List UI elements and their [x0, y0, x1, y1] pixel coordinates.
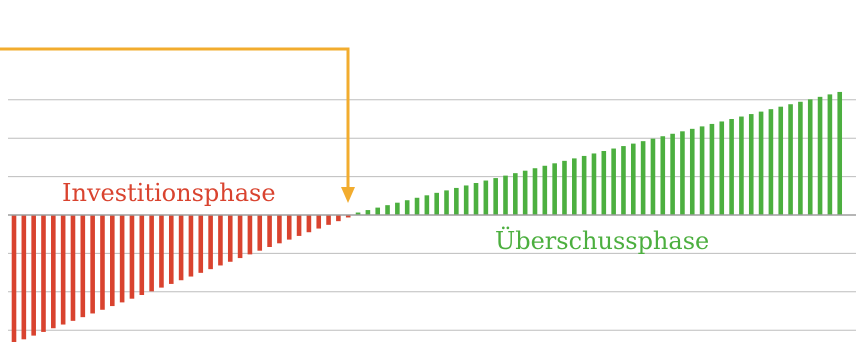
bar-surplus	[798, 101, 803, 215]
bar-investment	[267, 215, 272, 247]
bar-investment	[227, 215, 233, 262]
bar-investment	[51, 215, 56, 329]
bar-surplus	[454, 187, 459, 215]
bar-investment	[277, 215, 282, 244]
bar-surplus	[493, 178, 498, 215]
bar-surplus	[758, 111, 764, 215]
bar-surplus	[611, 148, 616, 215]
bar-surplus	[709, 123, 715, 215]
ueberschussphase-label: Überschussphase	[495, 226, 709, 255]
bar-investment	[159, 215, 164, 288]
bar-surplus	[532, 168, 538, 215]
bar-surplus	[542, 165, 548, 215]
bar-investment	[178, 215, 184, 281]
bar-surplus	[572, 158, 577, 215]
bar-investment	[119, 215, 125, 303]
bar-investment	[257, 215, 263, 251]
bar-investment	[188, 215, 194, 277]
bar-surplus	[788, 104, 793, 215]
bar-surplus	[768, 109, 774, 215]
bar-surplus	[522, 170, 528, 215]
arrowhead	[341, 187, 355, 203]
bar-surplus	[729, 119, 734, 215]
bar-surplus	[434, 192, 439, 215]
bar-surplus	[778, 106, 784, 215]
bar-surplus	[385, 205, 390, 215]
bar-investment	[149, 215, 154, 292]
bar-surplus	[562, 160, 567, 215]
bar-surplus	[591, 153, 597, 215]
bar-surplus	[827, 94, 833, 215]
bar-surplus	[837, 91, 843, 215]
bar-surplus	[552, 163, 557, 215]
bar-investment	[90, 215, 95, 314]
bar-surplus	[630, 143, 636, 215]
bar-surplus	[699, 126, 705, 215]
bar-investment	[70, 215, 76, 321]
bar-surplus	[748, 114, 754, 215]
bar-surplus	[355, 212, 361, 215]
bar-investment	[345, 215, 351, 218]
bar-surplus	[483, 180, 489, 215]
bar-investment	[286, 215, 292, 240]
bar-investment	[100, 215, 105, 310]
bar-surplus	[689, 128, 695, 215]
bar-surplus	[444, 190, 449, 215]
bar-investment	[208, 215, 213, 270]
bar-investment	[31, 215, 36, 336]
bar-investment	[326, 215, 331, 225]
bar-surplus	[621, 146, 626, 215]
investitionsphase-label: Investitionsphase	[62, 179, 276, 207]
bar-investment	[247, 215, 253, 255]
bar-investment	[139, 215, 145, 295]
bar-investment	[198, 215, 204, 273]
bar-surplus	[365, 210, 371, 215]
bar-surplus	[807, 99, 813, 215]
bar-surplus	[670, 133, 675, 215]
bar-surplus	[503, 175, 508, 215]
bars	[11, 91, 843, 342]
bar-investment	[316, 215, 322, 229]
bar-investment	[129, 215, 135, 299]
bar-surplus	[513, 173, 518, 215]
bar-surplus	[463, 185, 469, 215]
bar-surplus	[640, 141, 646, 215]
bar-surplus	[581, 155, 587, 215]
bar-investment	[21, 215, 27, 340]
bar-investment	[60, 215, 66, 325]
bar-surplus	[424, 195, 430, 215]
bar-surplus	[601, 151, 607, 215]
bar-surplus	[719, 121, 725, 215]
bar-surplus	[680, 131, 685, 215]
bar-surplus	[404, 200, 410, 215]
bar-surplus	[817, 96, 823, 215]
bar-investment	[41, 215, 46, 332]
bar-investment	[296, 215, 302, 236]
bar-surplus	[650, 138, 656, 215]
bar-investment	[110, 215, 115, 307]
bar-investment	[336, 215, 341, 222]
bar-investment	[11, 215, 17, 342]
bar-investment	[168, 215, 174, 284]
bar-investment	[80, 215, 86, 318]
bar-surplus	[375, 207, 381, 215]
bar-surplus	[660, 136, 666, 215]
bar-investment	[218, 215, 223, 266]
bar-surplus	[414, 197, 420, 215]
arrow-annotation	[0, 47, 350, 190]
bar-investment	[237, 215, 243, 259]
bar-surplus	[473, 183, 479, 215]
bar-surplus	[739, 116, 744, 215]
bar-investment	[306, 215, 312, 233]
bar-surplus	[395, 202, 400, 215]
